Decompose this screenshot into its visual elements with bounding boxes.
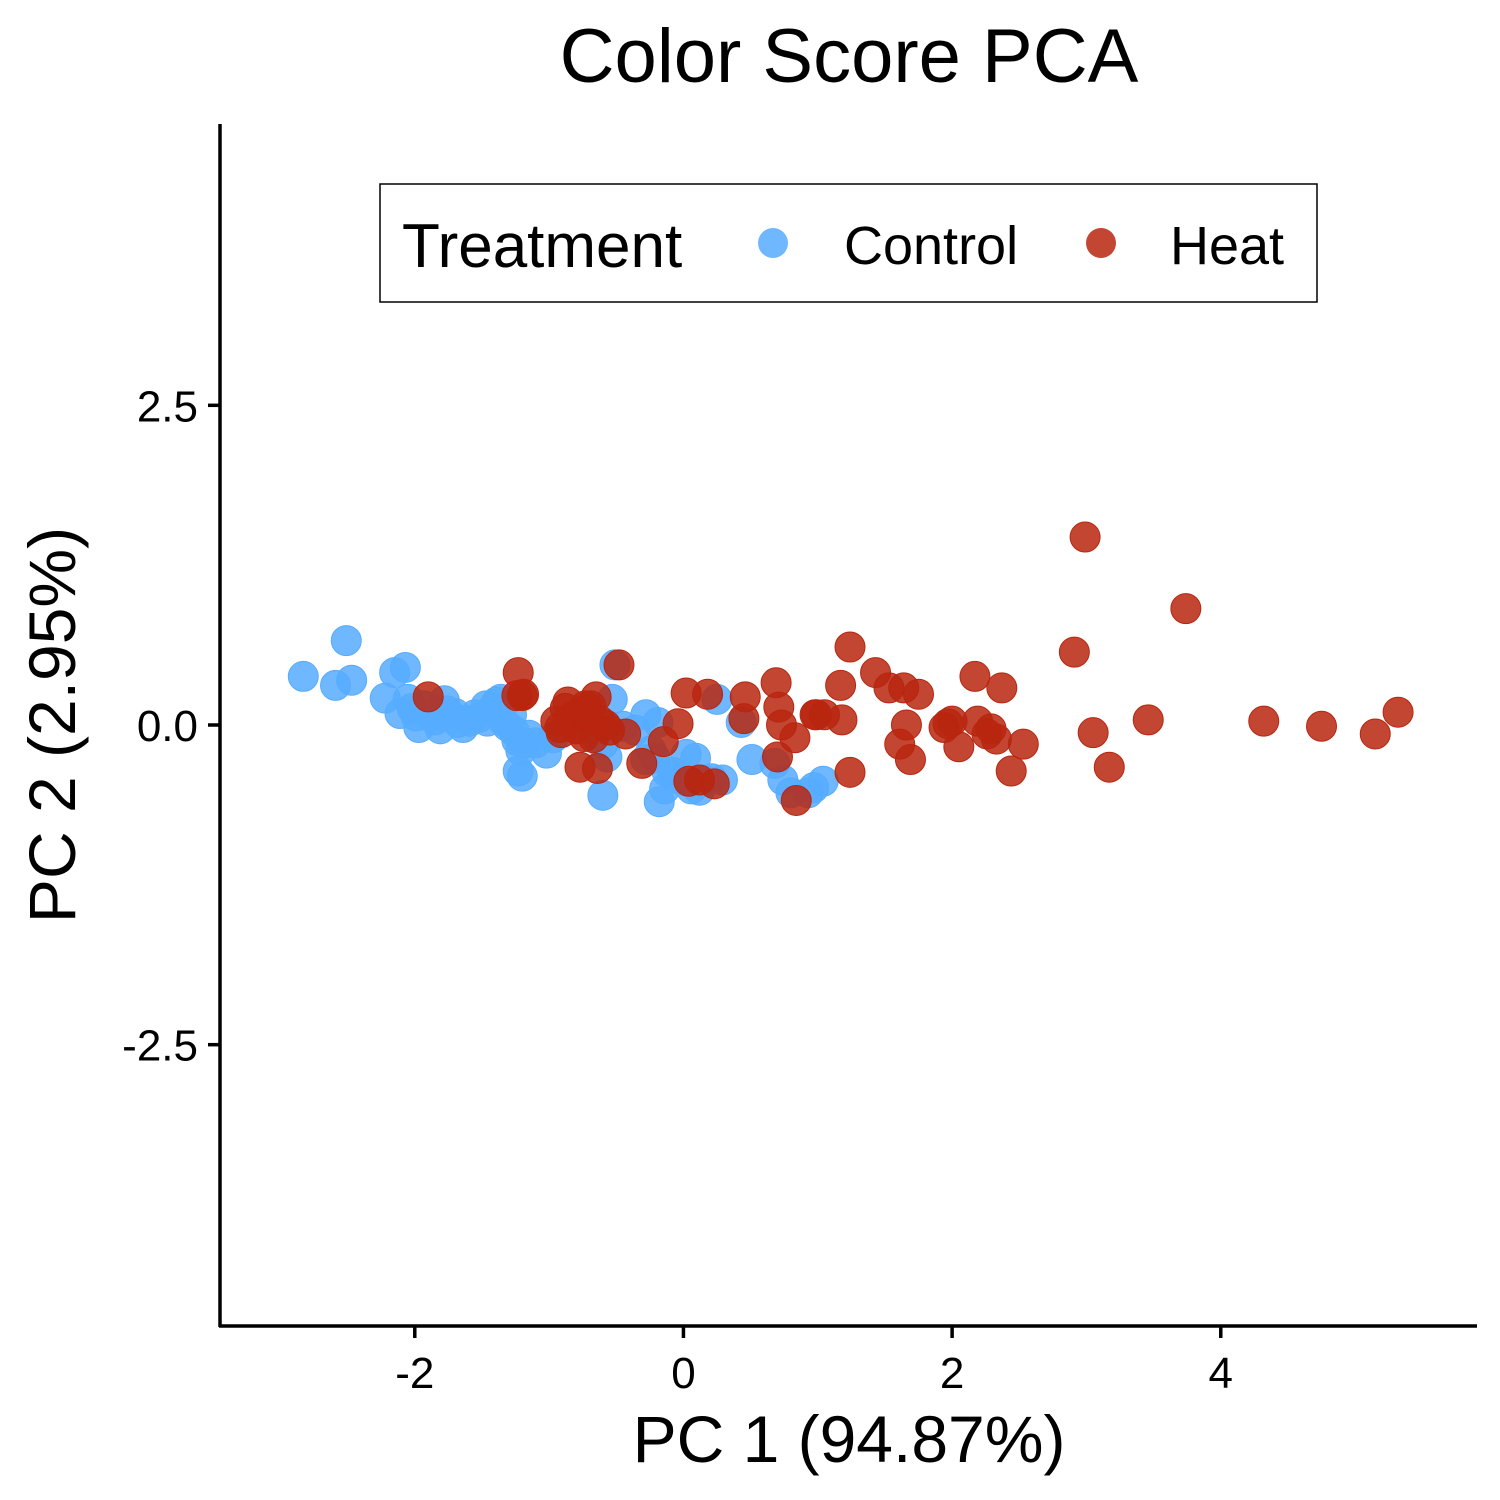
heat-point [1382,696,1414,728]
heat-point [932,708,964,740]
heat-point [1058,636,1090,668]
heat-point [594,714,626,746]
heat-point [1093,751,1125,783]
legend-label-control: Control [844,216,1018,276]
legend-box [379,183,1318,303]
control-point [330,625,362,657]
heat-point [826,704,858,736]
control-point [287,660,319,692]
legend-key-heat [1086,228,1116,258]
control-point [470,690,502,722]
x-axis-title: PC 1 (94.87%) [633,1402,1066,1476]
x-tick-label: -2 [395,1349,434,1398]
heat-point [799,699,831,731]
legend-key-control [758,228,788,258]
legend: Treatment Control Heat [379,183,1318,303]
heat-point [995,755,1027,787]
heat-point [1132,704,1164,736]
heat-point [581,752,613,784]
control-point [807,765,839,797]
heat-point [894,744,926,776]
control-point [389,651,421,683]
heat-point [1007,728,1039,760]
y-axis: -2.5 0.0 2.5 [122,124,222,1327]
heat-point [501,680,533,712]
legend-label-heat: Heat [1170,216,1284,276]
heat-point [890,709,922,741]
heat-point [412,681,444,713]
heat-point [729,681,761,713]
heat-point [698,768,730,800]
heat-point [603,649,635,681]
heat-point [834,756,866,788]
x-axis: -2 0 2 4 [219,1324,1477,1398]
heat-point [959,660,991,692]
heat-point [1359,718,1391,750]
heat-point [626,747,658,779]
series-heat [412,521,1414,816]
control-point [506,760,538,792]
heat-point [544,712,576,744]
control-point [643,786,675,818]
heat-point [780,784,812,816]
heat-point [1069,521,1101,553]
heat-point [825,669,857,701]
heat-point [1170,593,1202,625]
heat-point [1306,710,1338,742]
y-tick-label: -2.5 [122,1022,198,1071]
x-tick-label: 0 [671,1349,695,1398]
x-tick-label: 2 [940,1349,964,1398]
heat-point [834,631,866,663]
y-tick-label: 0.0 [137,702,198,751]
heat-point [903,678,935,710]
y-tick-label: 2.5 [137,382,198,431]
y-axis-title: PC 2 (2.95%) [15,527,89,923]
legend-title: Treatment [402,212,682,281]
heat-point [986,672,1018,704]
heat-point [779,722,811,754]
heat-point [1248,705,1280,737]
heat-point [692,678,724,710]
heat-point [662,708,694,740]
control-point [587,779,619,811]
x-tick-label: 4 [1209,1349,1233,1398]
heat-point [575,690,607,722]
heat-point [1077,717,1109,749]
chart-title: Color Score PCA [560,14,1139,99]
control-point [336,664,368,696]
heat-point [975,713,1007,745]
plot-points [287,521,1414,818]
